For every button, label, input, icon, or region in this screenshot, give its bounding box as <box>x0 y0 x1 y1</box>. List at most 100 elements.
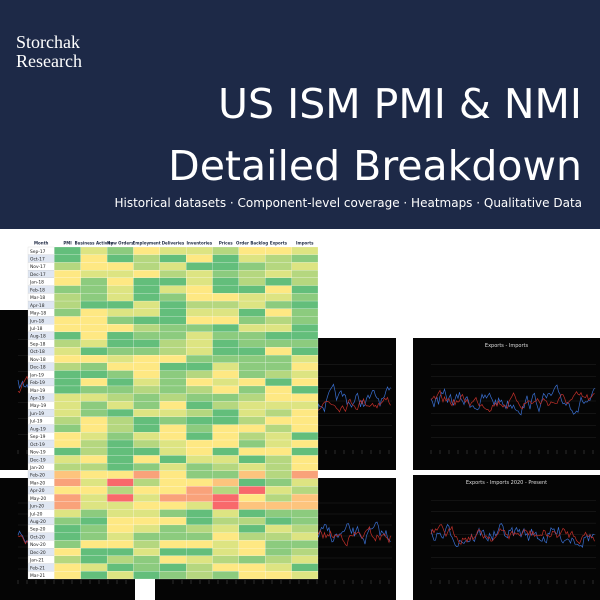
chart-line <box>430 524 595 545</box>
heat-cell <box>80 571 108 580</box>
heat-cell <box>212 300 240 309</box>
heat-cell <box>265 246 292 255</box>
heat-cell <box>212 347 240 356</box>
heat-cell <box>80 509 108 518</box>
heat-cell <box>212 246 240 255</box>
heat-cell <box>291 555 319 564</box>
heat-cell <box>159 331 187 340</box>
heat-cell <box>106 478 134 487</box>
heat-cell <box>80 262 108 271</box>
heat-cell <box>54 347 81 356</box>
heat-cell <box>291 571 319 580</box>
heat-cell <box>238 378 266 387</box>
row-label: Sep-19 <box>30 434 46 440</box>
heat-cell <box>212 293 240 302</box>
heat-cell <box>265 393 292 402</box>
heat-cell <box>106 316 134 325</box>
heat-cell <box>133 486 160 495</box>
row-label: Aug-19 <box>30 426 46 432</box>
row-label: Oct-17 <box>30 257 45 263</box>
heat-cell <box>159 447 187 456</box>
row-label: Jan-21 <box>29 558 44 564</box>
heat-cell <box>186 439 213 448</box>
heat-cell <box>291 424 319 433</box>
heat-cell <box>159 548 187 556</box>
heat-cell <box>291 432 319 441</box>
heat-cell <box>133 339 160 348</box>
row-label: Jan-19 <box>29 372 44 378</box>
heat-cell <box>238 486 266 495</box>
heat-cell <box>159 532 187 541</box>
heat-cell <box>212 339 240 348</box>
heat-cell <box>265 254 292 263</box>
heat-cell <box>159 478 187 487</box>
heat-cell <box>265 555 292 564</box>
column-header: Month <box>34 241 48 246</box>
heat-cell <box>291 324 319 333</box>
heat-cell <box>159 455 187 464</box>
heat-cell <box>238 393 266 402</box>
heat-cell <box>133 300 160 309</box>
heat-cell <box>265 293 292 302</box>
heat-cell <box>265 424 292 433</box>
heat-cell <box>186 470 213 479</box>
row-label: Feb-21 <box>30 565 45 571</box>
heat-cell <box>54 432 81 441</box>
heat-cell <box>186 463 213 472</box>
heat-cell <box>133 270 160 278</box>
heat-cell <box>80 470 108 479</box>
heat-cell <box>238 447 266 456</box>
row-label: Jan-18 <box>29 280 44 286</box>
heat-cell <box>186 254 213 263</box>
heat-cell <box>212 277 240 286</box>
row-label: Mar-19 <box>30 388 45 394</box>
heat-cell <box>186 324 213 333</box>
row-label: Dec-20 <box>30 550 46 556</box>
heat-cell <box>186 571 213 580</box>
heat-cell <box>80 463 108 472</box>
heat-cell <box>238 254 266 263</box>
heat-cell <box>238 246 266 255</box>
heat-cell <box>80 300 108 309</box>
heat-cell <box>133 331 160 340</box>
heat-cell <box>106 308 134 317</box>
heat-cell <box>212 378 240 387</box>
heat-cell <box>212 524 240 533</box>
heat-cell <box>212 354 240 363</box>
heat-cell <box>54 555 81 564</box>
heat-cell <box>212 501 240 510</box>
heat-cell <box>291 540 319 549</box>
heat-cell <box>106 270 134 278</box>
heat-cell <box>80 285 108 294</box>
chart-line <box>307 396 391 413</box>
heat-cell <box>133 385 160 394</box>
heat-cell <box>80 370 108 379</box>
heat-cell <box>212 470 240 479</box>
column-header: Business Activity <box>75 241 114 246</box>
heat-cell <box>133 439 160 448</box>
row-label: Jun-20 <box>29 504 44 510</box>
heat-cell <box>133 262 160 271</box>
heat-cell <box>238 293 266 302</box>
heat-cell <box>133 478 160 487</box>
heat-cell <box>265 447 292 456</box>
row-label: Jul-18 <box>29 326 43 332</box>
heat-cell <box>80 331 108 340</box>
heat-cell <box>186 277 213 286</box>
heat-cell <box>133 424 160 433</box>
row-label: Aug-18 <box>30 334 46 340</box>
heat-cell <box>159 432 187 441</box>
heat-cell <box>159 517 187 526</box>
row-label: Feb-18 <box>30 287 45 293</box>
heat-cell <box>133 316 160 325</box>
heat-cell <box>54 532 81 541</box>
heat-cell <box>212 517 240 526</box>
heat-cell <box>238 277 266 286</box>
heat-cell <box>106 339 134 348</box>
row-label: Dec-19 <box>30 457 46 463</box>
row-label: Apr-19 <box>30 395 45 401</box>
heat-cell <box>291 339 319 348</box>
heat-cell <box>291 401 319 410</box>
heat-cell <box>291 262 319 271</box>
column-header: PMI <box>63 241 72 246</box>
